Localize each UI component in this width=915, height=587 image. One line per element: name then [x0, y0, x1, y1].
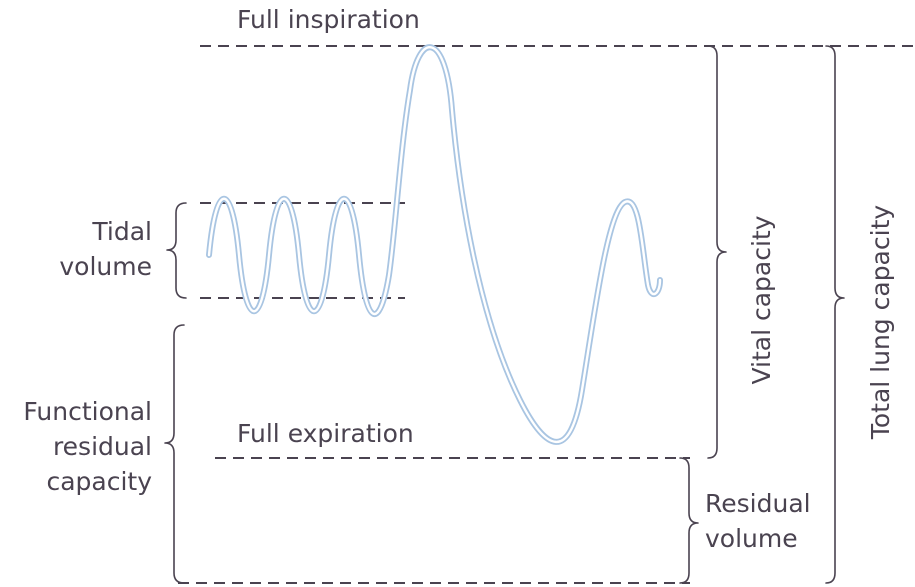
- vital-capacity-brace: [707, 45, 727, 459]
- residual-volume-label-line2: volume: [705, 524, 798, 553]
- total-lung-capacity-brace: [825, 45, 845, 584]
- functional-residual-capacity-label-line2: residual: [53, 432, 152, 461]
- functional-residual-capacity-brace: [164, 324, 185, 584]
- tidal-volume-label-line2: volume: [59, 252, 152, 281]
- vital-capacity-label: Vital capacity: [747, 215, 776, 384]
- full-inspiration-label: Full inspiration: [237, 5, 420, 34]
- tidal-volume-label-line1: Tidal: [91, 217, 152, 246]
- residual-volume-label-line1: Residual: [705, 489, 811, 518]
- total-lung-capacity-label: Total lung capacity: [866, 205, 895, 441]
- spirometer-trace: [206, 44, 663, 445]
- functional-residual-capacity-label-line1: Functional: [23, 397, 152, 426]
- residual-volume-brace: [679, 457, 699, 584]
- tidal-volume-brace: [166, 202, 187, 299]
- full-expiration-label: Full expiration: [237, 419, 414, 448]
- functional-residual-capacity-label-line3: capacity: [46, 467, 152, 496]
